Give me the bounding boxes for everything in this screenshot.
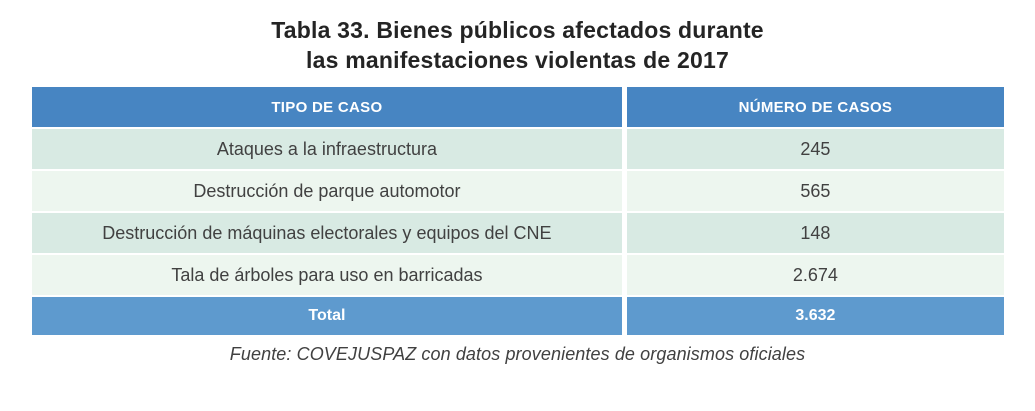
- table-row: Destrucción de parque automotor 565: [31, 171, 1004, 213]
- cell-numero-de-casos: 245: [627, 129, 1004, 171]
- total-value: 3.632: [627, 297, 1004, 335]
- title-line-1: Tabla 33. Bienes públicos afectados dura…: [271, 17, 764, 43]
- source-note: Fuente: COVEJUSPAZ con datos proveniente…: [229, 344, 806, 364]
- table-row: Ataques a la infraestructura 245: [31, 129, 1004, 171]
- data-table: TIPO DE CASO NÚMERO DE CASOS Ataques a l…: [31, 87, 1004, 335]
- cell-tipo-de-caso: Tala de árboles para uso en barricadas: [31, 255, 628, 297]
- header-row: TIPO DE CASO NÚMERO DE CASOS: [31, 87, 1004, 129]
- table-row: Destrucción de máquinas electorales y eq…: [31, 213, 1004, 255]
- cell-tipo-de-caso: Destrucción de máquinas electorales y eq…: [31, 213, 628, 255]
- total-label: Total: [31, 297, 628, 335]
- page-title: Tabla 33. Bienes públicos afectados dura…: [0, 15, 1035, 75]
- column-header-tipo-de-caso: TIPO DE CASO: [31, 87, 628, 129]
- table-footer: Total 3.632: [31, 297, 1004, 335]
- table-header: TIPO DE CASO NÚMERO DE CASOS: [31, 87, 1004, 129]
- table-row: Tala de árboles para uso en barricadas 2…: [31, 255, 1004, 297]
- cell-numero-de-casos: 565: [627, 171, 1004, 213]
- cell-tipo-de-caso: Ataques a la infraestructura: [31, 129, 628, 171]
- cell-numero-de-casos: 148: [627, 213, 1004, 255]
- cell-tipo-de-caso: Destrucción de parque automotor: [31, 171, 628, 213]
- column-header-numero-de-casos: NÚMERO DE CASOS: [627, 87, 1004, 129]
- total-row: Total 3.632: [31, 297, 1004, 335]
- table-body: Ataques a la infraestructura 245 Destruc…: [31, 129, 1004, 297]
- title-line-2: las manifestaciones violentas de 2017: [306, 47, 729, 73]
- cell-numero-de-casos: 2.674: [627, 255, 1004, 297]
